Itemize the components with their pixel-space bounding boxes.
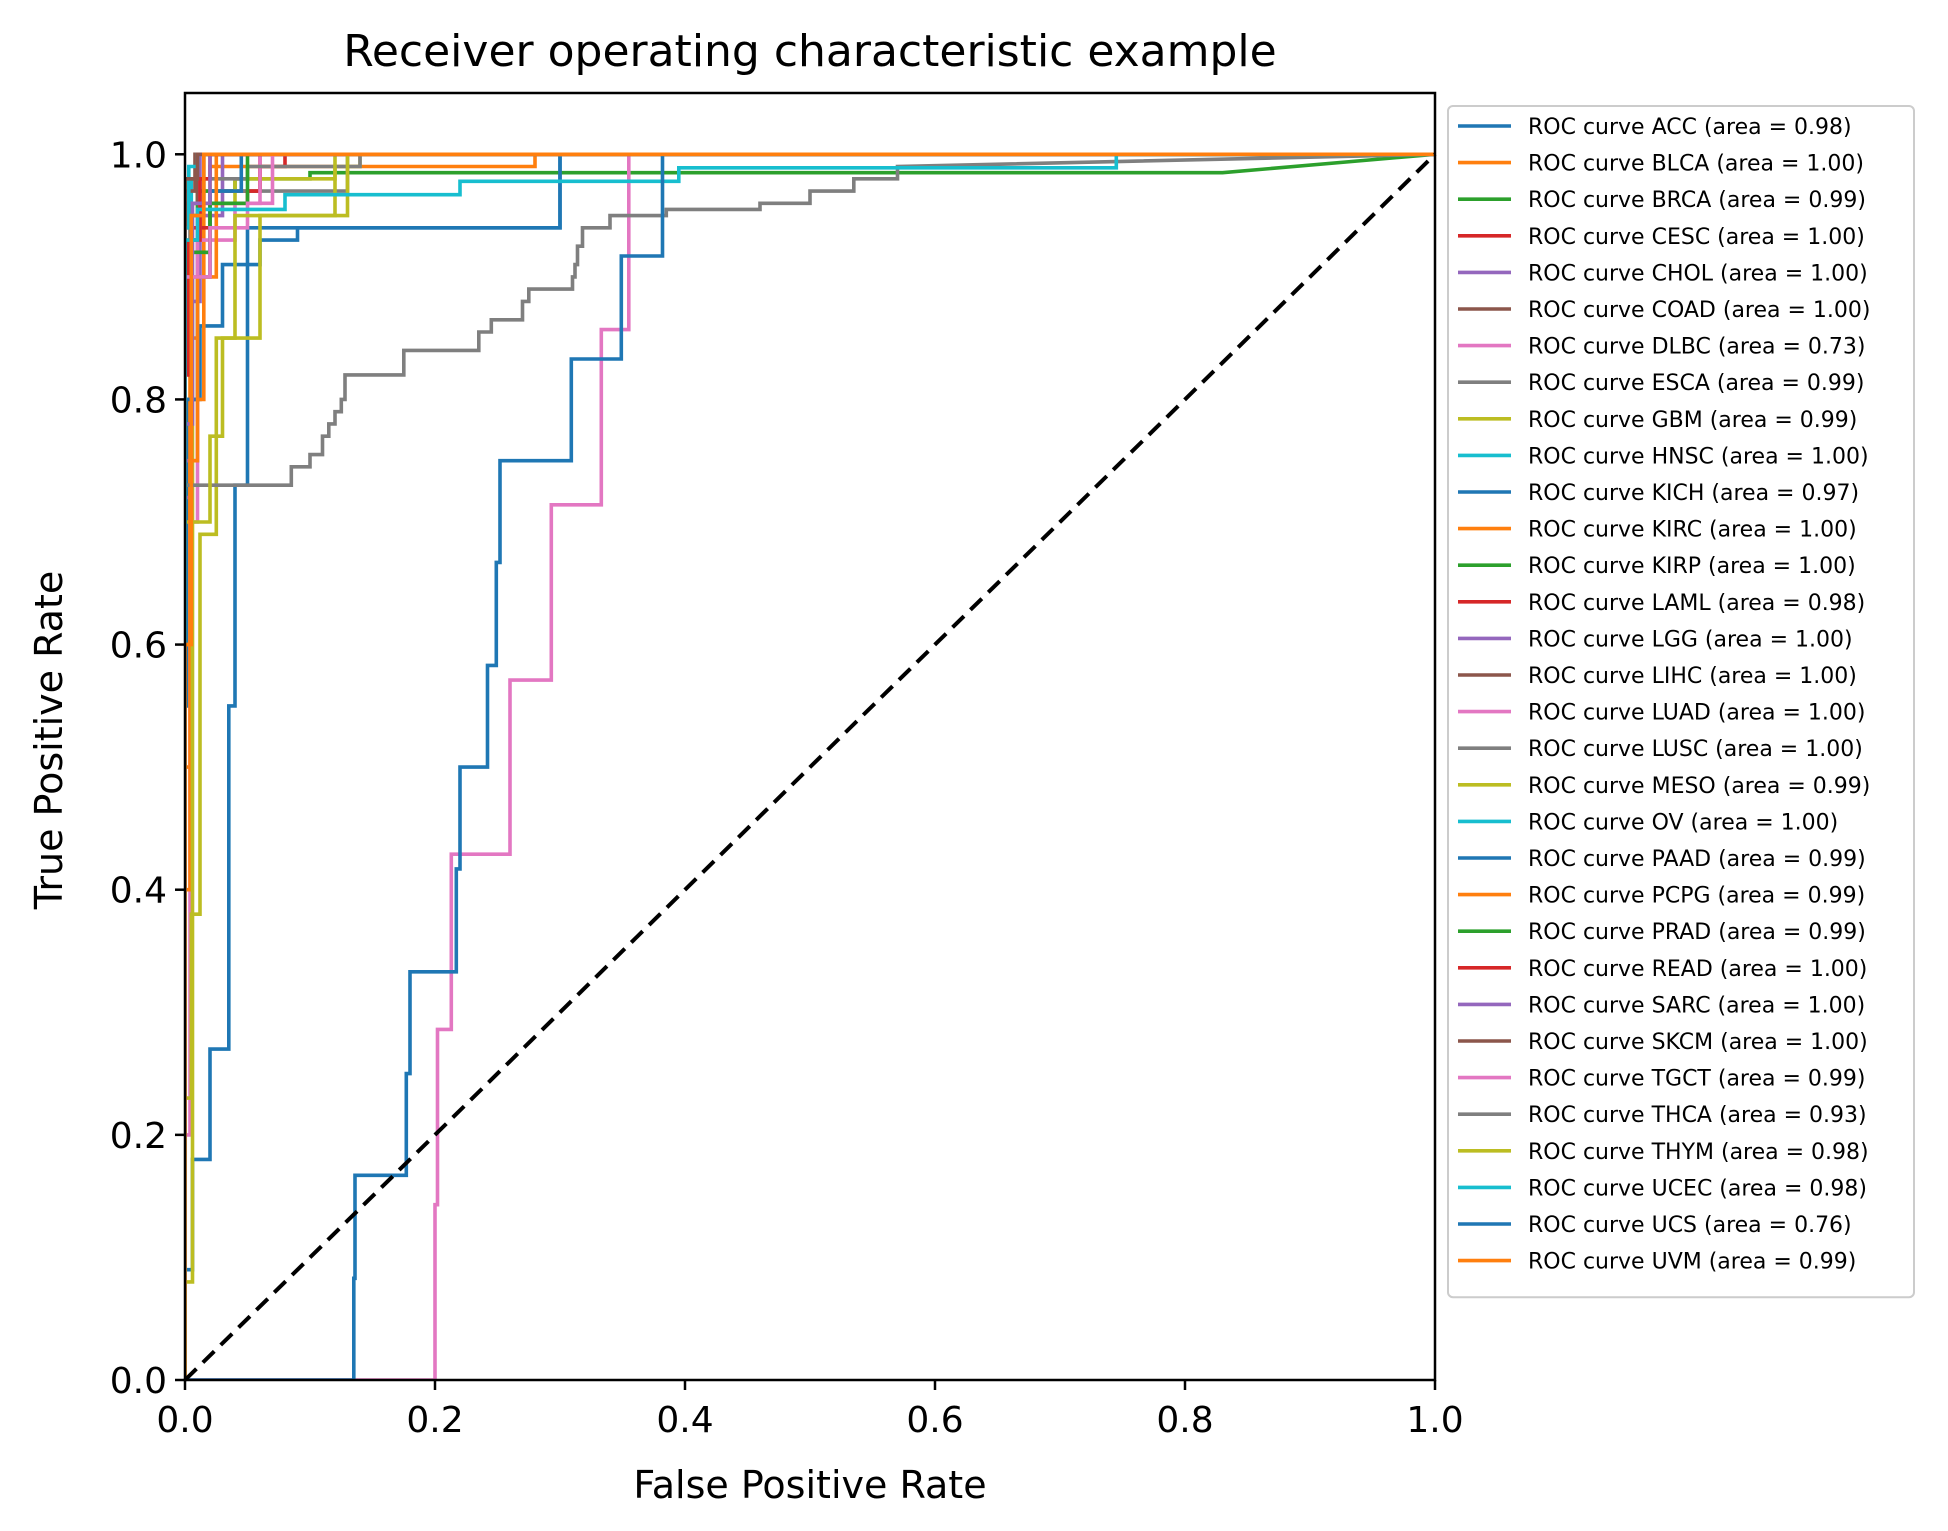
legend-entry-label: ROC curve GBM (area = 0.99) [1528,408,1857,433]
y-tick-label: 0.0 [110,1361,167,1402]
x-tick-label: 0.6 [906,1400,963,1441]
legend-entry-label: ROC curve SARC (area = 1.00) [1528,993,1865,1018]
legend-entry-label: ROC curve MESO (area = 0.99) [1528,774,1870,799]
legend-entry-label: ROC curve PAAD (area = 0.99) [1528,847,1866,872]
y-tick-label: 0.8 [110,380,167,421]
y-axis-ticks: 0.0 0.2 0.4 0.6 0.8 1.0 [110,135,185,1402]
legend: ROC curve ACC (area = 0.98) ROC curve BLC… [1447,105,1915,1299]
legend-entry-label: ROC curve LGG (area = 1.00) [1528,627,1853,652]
roc-curve-series-29 [185,152,1435,1380]
legend-entry-label: ROC curve OV (area = 1.00) [1528,810,1838,835]
chart-title: Receiver operating characteristic exampl… [343,26,1276,77]
roc-curve-series-26 [185,152,1435,1380]
legend-entry-label: ROC curve COAD (area = 1.00) [1528,298,1871,323]
y-tick-label: 0.4 [110,871,167,912]
roc-curve-series-27 [185,152,1435,1380]
x-axis-ticks: 0.0 0.2 0.4 0.6 0.8 1.0 [156,1380,1464,1441]
legend-box [1447,105,1915,1299]
x-tick-label: 0.2 [406,1400,463,1441]
legend-entry-label: ROC curve READ (area = 1.00) [1528,957,1867,982]
y-axis-label: True Positive Rate [27,571,71,911]
legend-entry-label: ROC curve TGCT (area = 0.99) [1528,1067,1866,1092]
axes-frame [183,91,1437,1382]
legend-entry-label: ROC curve BLCA (area = 1.00) [1528,152,1864,177]
legend-entry-label: ROC curve ESCA (area = 0.99) [1528,371,1865,396]
legend-entry-label: ROC curve LAML (area = 0.98) [1528,591,1865,616]
x-tick-label: 0.4 [656,1400,713,1441]
legend-items: ROC curve ACC (area = 0.98) ROC curve BLC… [1458,115,1871,1275]
y-tick-label: 1.0 [110,135,167,176]
legend-entry-label: ROC curve UCS (area = 0.76) [1528,1213,1852,1238]
roc-curve-series-30 [185,152,1435,1380]
x-axis-label: False Positive Rate [633,1463,986,1507]
series-layer [185,152,1435,1380]
legend-entry-label: ROC curve THCA (area = 0.93) [1528,1103,1867,1128]
legend-entry-label: ROC curve CESC (area = 1.00) [1528,225,1865,250]
y-tick-label: 0.6 [110,626,167,667]
legend-entry-label: ROC curve PRAD (area = 0.99) [1528,920,1866,945]
legend-entry-label: ROC curve HNSC (area = 1.00) [1528,444,1869,469]
legend-entry-label: ROC curve LUAD (area = 1.00) [1528,701,1865,726]
plot-area [183,91,1437,1382]
reference-diagonal-line [183,152,1437,1382]
legend-entry-label: ROC curve LIHC (area = 1.00) [1528,664,1857,689]
x-tick-label: 0.0 [156,1400,213,1441]
x-tick-label: 1.0 [1406,1400,1463,1441]
legend-entry-label: ROC curve KIRP (area = 1.00) [1528,554,1856,579]
legend-entry-label: ROC curve ACC (area = 0.98) [1528,115,1852,140]
legend-entry-label: ROC curve KIRC (area = 1.00) [1528,518,1857,543]
roc-curve-series-6 [185,152,1435,1380]
legend-entry-label: ROC curve LUSC (area = 1.00) [1528,737,1863,762]
y-tick-label: 0.2 [110,1116,167,1157]
roc-curve-series-31 [185,152,1435,1380]
legend-entry-label: ROC curve UCEC (area = 0.98) [1528,1176,1867,1201]
legend-entry-label: ROC curve THYM (area = 0.98) [1528,1140,1869,1165]
legend-entry-label: ROC curve PCPG (area = 0.99) [1528,884,1865,909]
roc-curve-series-28 [185,152,1435,1380]
legend-entry-label: ROC curve DLBC (area = 0.73) [1528,335,1865,360]
x-tick-label: 0.8 [1156,1400,1213,1441]
legend-entry-label: ROC curve UVM (area = 0.99) [1528,1250,1856,1275]
legend-entry-label: ROC curve SKCM (area = 1.00) [1528,1030,1868,1055]
legend-entry-label: ROC curve CHOL (area = 1.00) [1528,261,1868,286]
legend-entry-label: ROC curve KICH (area = 0.97) [1528,481,1859,506]
legend-entry-label: ROC curve BRCA (area = 0.99) [1528,188,1866,213]
